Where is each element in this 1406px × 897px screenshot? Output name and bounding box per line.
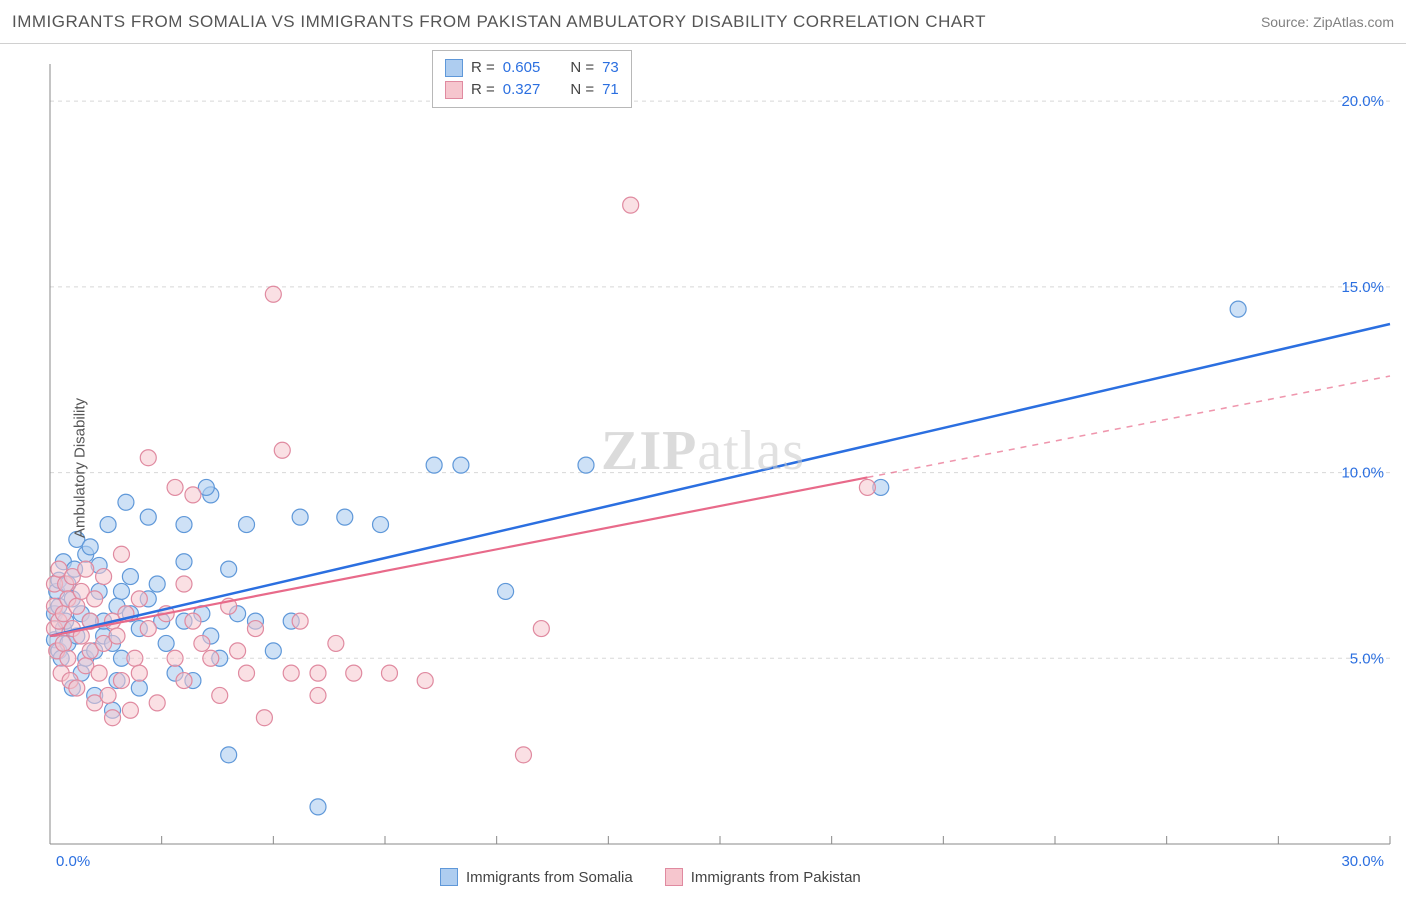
chart-source: Source: ZipAtlas.com [1261, 14, 1394, 30]
legend-stat-row-pakistan: R =0.327N =71 [445, 79, 619, 101]
series-legend: Immigrants from Somalia Immigrants from P… [440, 868, 861, 886]
correlation-legend: R =0.605N =73R =0.327N =71 [432, 50, 632, 108]
svg-text:15.0%: 15.0% [1341, 279, 1384, 296]
chart-container: Ambulatory Disability ZIPatlas 5.0%10.0%… [0, 44, 1406, 892]
svg-text:30.0%: 30.0% [1341, 853, 1384, 870]
legend-item-pakistan: Immigrants from Pakistan [665, 868, 861, 886]
legend-stat-row-somalia: R =0.605N =73 [445, 57, 619, 79]
chart-title: IMMIGRANTS FROM SOMALIA VS IMMIGRANTS FR… [12, 12, 986, 32]
legend-item-somalia: Immigrants from Somalia [440, 868, 633, 886]
y-axis-label: Ambulatory Disability [72, 398, 89, 538]
chart-header: IMMIGRANTS FROM SOMALIA VS IMMIGRANTS FR… [0, 0, 1406, 44]
svg-text:5.0%: 5.0% [1350, 650, 1384, 667]
svg-text:0.0%: 0.0% [56, 853, 90, 870]
svg-text:10.0%: 10.0% [1341, 465, 1384, 482]
scatter-chart-svg: 5.0% 10.0% 15.0% 20.0% 0.0% 30.0% [0, 44, 1406, 892]
svg-text:20.0%: 20.0% [1341, 93, 1384, 110]
